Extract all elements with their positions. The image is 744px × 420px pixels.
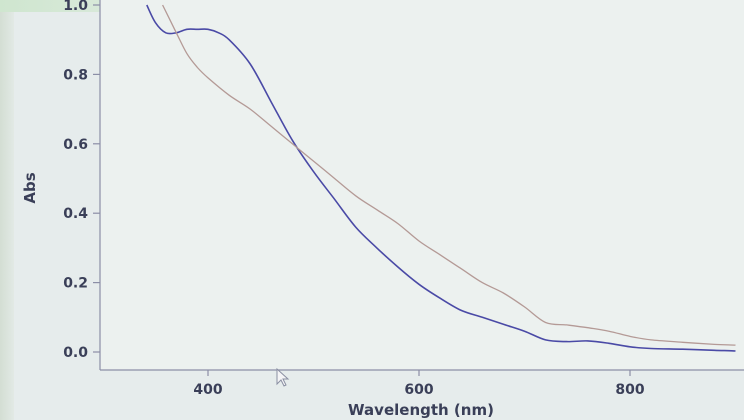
y-tick-label: 0.2 xyxy=(63,276,88,292)
plot-area xyxy=(100,0,744,370)
y-tick-label: 0.4 xyxy=(63,206,88,222)
y-tick-label: 0.0 xyxy=(63,345,88,361)
background-strip xyxy=(0,0,14,420)
y-axis-title: Abs xyxy=(21,172,39,203)
x-tick-label: 400 xyxy=(193,382,222,398)
x-axis-title: Wavelength (nm) xyxy=(348,401,494,419)
y-tick-label: 0.8 xyxy=(63,67,88,83)
x-tick-label: 800 xyxy=(615,382,644,398)
y-tick-label: 1.0 xyxy=(63,0,88,14)
series-line-2 xyxy=(162,4,736,346)
y-tick-label: 0.6 xyxy=(63,137,88,153)
series-line-1 xyxy=(146,4,736,352)
x-tick-label: 600 xyxy=(404,382,433,398)
cursor-icon xyxy=(276,367,290,387)
